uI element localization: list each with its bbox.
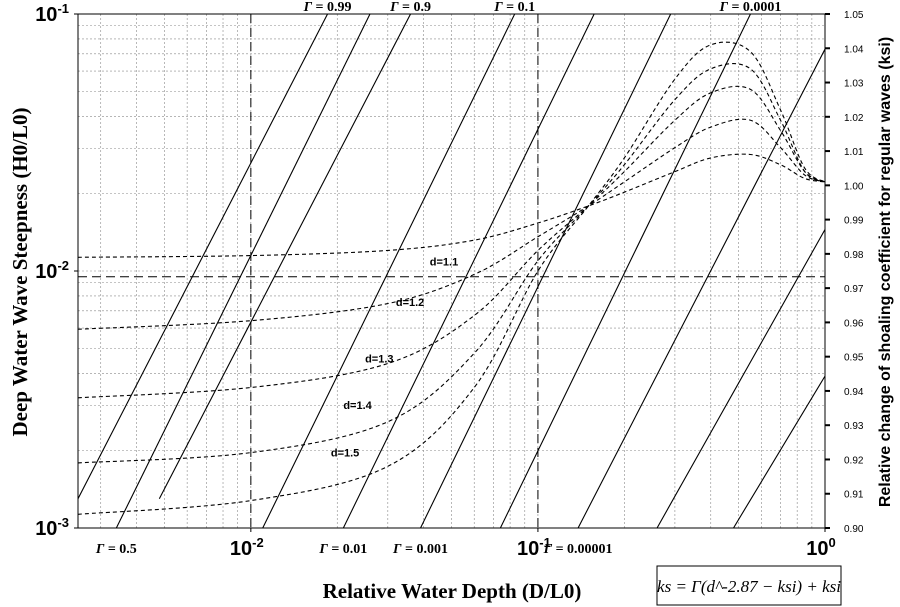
gamma-line [342,14,595,528]
y2-tick-label: 1.01 [844,147,864,158]
x-tick-exp: -2 [252,535,264,550]
x-tick-exp: 0 [829,535,836,550]
x-tick-label: 10-1 [517,535,551,560]
gamma-line [78,14,329,499]
gamma-symbol: Γ [95,542,105,557]
d-curve-label: d=1.5 [331,447,359,459]
gamma-line [733,375,825,528]
gamma-label: Γ = 0.5 [95,542,137,557]
y2-tick-label: 1.00 [844,181,864,192]
y2-tick-label: 0.90 [844,524,864,535]
x-tick-exp: -1 [539,535,551,550]
gamma-symbol: Γ [493,0,503,15]
d-curve-label: d=1.2 [396,297,424,309]
gamma-symbol: Γ [718,0,728,15]
y2-tick-label: 0.93 [844,421,864,432]
x-tick-label: 10-2 [230,535,264,560]
d-curve-label: d=1.3 [365,354,393,366]
gamma-value: = 0.5 [104,542,136,557]
equation-frame [656,565,842,606]
reference-lines [78,14,825,528]
gamma-value: = 0.1 [503,0,535,15]
gamma-symbol: Γ [543,542,553,557]
y-tick-label: 10-2 [35,258,69,283]
d-curve-label: d=1.1 [430,257,458,269]
gamma-line [499,14,751,528]
gamma-value: = 0.001 [402,542,448,557]
equation-box: ks = Γ(d^-2.87 − ksi) + ksi [656,565,842,606]
gamma-lines [78,14,825,528]
gamma-line [577,48,825,528]
gamma-label: Γ = 0.001 [392,542,448,557]
gamma-label: Γ = 0.1 [493,0,535,15]
y2-axis-label: Relative change of shoaling coefficient … [877,37,894,507]
d-curve [77,118,826,330]
y-tick-base: 10 [35,261,57,283]
gamma-line [420,14,672,528]
y2-tick-label: 0.94 [844,387,864,398]
y2-tick-label: 1.04 [844,44,864,55]
y2-tick-label: 0.99 [844,216,864,227]
gamma-line [656,229,825,528]
y2-tick-label: 0.96 [844,318,864,329]
y2-tick-label: 1.05 [844,10,864,21]
gamma-value: = 0.0001 [728,0,781,15]
gamma-value: = 0.9 [399,0,431,15]
y2-tick-label: 0.92 [844,455,864,466]
y-tick-base: 10 [35,4,57,26]
y2-tick-label: 0.91 [844,490,864,501]
y2-tick-label: 0.97 [844,284,864,295]
labels: Γ = 0.99 Γ = 0.9Γ = 0.5Γ = 0.1Γ = 0.01 Γ =… [35,0,864,560]
x-tick-base: 10 [230,538,252,560]
gamma-line [158,14,412,499]
x-axis-label: Relative Water Depth (D/L0) [323,579,582,603]
gamma-symbol: Γ [392,542,402,557]
y-axis-label: Deep Water Wave Steepness (H0/L0) [8,108,32,437]
y2-tick-label: 1.02 [844,113,864,124]
gamma-label: Γ = 0.99 [303,0,352,15]
gamma-value: = 0.99 [312,0,351,15]
y-tick-label: 10-1 [35,1,69,26]
gamma-label: Γ = 0.9 [389,0,431,15]
y2-tick-label: 0.98 [844,250,864,261]
x-tick-label: 100 [806,535,835,560]
d-curve [77,153,826,258]
y2-tick-label: 0.95 [844,353,864,364]
d-curve [77,41,826,515]
gamma-symbol: Γ [303,0,313,15]
gamma-label: Γ = 0.01 [318,542,367,557]
y2-tick-label: 1.03 [844,79,864,90]
gamma-label: Γ = 0.0001 [718,0,781,15]
d-curve-label: d=1.4 [343,400,372,412]
equation-text: ks = Γ(d^-2.87 − ksi) + ksi [657,577,841,596]
gamma-value: = 0.00001 [552,542,612,557]
gamma-symbol: Γ [389,0,399,15]
y-tick-exp: -3 [57,515,69,530]
y-tick-exp: -1 [57,1,69,16]
y-tick-base: 10 [35,518,57,540]
x-tick-base: 10 [517,538,539,560]
gamma-label: Γ = 0.00001 [543,542,613,557]
gamma-line [262,14,516,528]
y-tick-exp: -2 [57,258,69,273]
gamma-symbol: Γ [318,542,328,557]
grid [78,14,826,529]
d-curves [77,41,826,515]
ticks [74,13,830,532]
gamma-line [115,14,371,528]
x-tick-base: 10 [806,538,828,560]
gamma-value: = 0.01 [328,542,367,557]
d-curve [77,85,826,399]
y-tick-label: 10-3 [35,515,69,540]
